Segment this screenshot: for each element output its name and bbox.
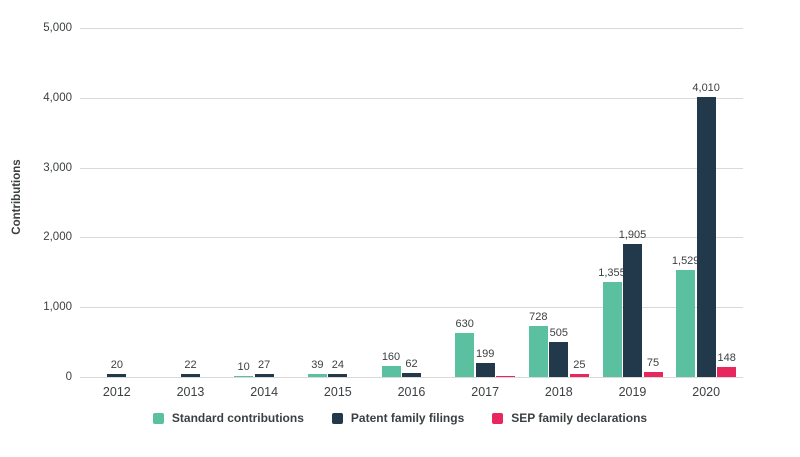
legend-swatch-icon (331, 412, 343, 424)
bar-2016-series-2 (402, 372, 421, 377)
gridline-0 (80, 377, 743, 378)
bar-2019-series-3 (643, 371, 663, 377)
legend-label: Standard contributions (171, 411, 304, 425)
y-tick-label: 2,000 (43, 231, 72, 244)
bar-value-label: 4,010 (692, 82, 720, 95)
legend-label: SEP family declarations (511, 411, 648, 425)
bar-2020-series-2 (696, 97, 716, 377)
bar-2018-series-2 (549, 341, 569, 377)
bar-value-label: 505 (549, 326, 568, 339)
bar-2015-series-2 (328, 374, 348, 377)
x-axis-label-2019: 2019 (618, 385, 647, 399)
bar-value-label: 20 (110, 359, 123, 372)
bar-2013-series-2 (181, 374, 200, 377)
bar-2016-series-1 (381, 365, 401, 377)
bar-value-label: 148 (717, 351, 736, 364)
y-tick-label: 1,000 (43, 301, 72, 314)
bar-value-label: 630 (455, 318, 474, 331)
gridline-2,000 (80, 237, 743, 239)
bar-2019-series-1 (602, 282, 622, 377)
legend-swatch-icon (492, 412, 504, 424)
gridline-5,000 (80, 28, 743, 29)
legend-item-patent-family-filings: Patent family filings (331, 411, 465, 425)
bar-value-label: 75 (646, 356, 660, 369)
bar-value-label: 22 (184, 359, 197, 372)
y-tick-label: 3,000 (43, 161, 72, 174)
x-axis-label-2016: 2016 (397, 385, 426, 399)
legend-swatch-icon (152, 412, 164, 424)
bar-2019-series-2 (623, 244, 642, 377)
y-tick-label: 5,000 (43, 22, 72, 34)
x-axis-label-2012: 2012 (102, 385, 131, 399)
gridline-3,000 (80, 167, 743, 169)
legend-item-standard-contributions: Standard contributions (152, 411, 304, 425)
gridline-4,000 (80, 97, 743, 99)
legend-label: Patent family filings (350, 411, 465, 425)
bar-value-label: 39 (311, 359, 324, 372)
x-axis-label-2013: 2013 (176, 385, 205, 399)
bar-2020-series-3 (717, 366, 737, 377)
bar-value-label: 160 (381, 350, 401, 363)
bar-value-label: 1,355 (598, 267, 626, 280)
bar-2015-series-1 (307, 374, 327, 377)
y-tick-label: 4,000 (43, 91, 72, 104)
gridline-1,000 (80, 307, 743, 309)
bar-value-label: 24 (331, 359, 344, 372)
bar-2018-series-1 (528, 326, 548, 377)
x-axis-label-2020: 2020 (692, 385, 721, 399)
bar-value-label: 1,905 (618, 229, 647, 242)
x-axis-label-2017: 2017 (471, 385, 500, 399)
y-tick-label: 0 (65, 371, 72, 383)
bar-value-label: 10 (237, 360, 250, 373)
bar-value-label: 728 (529, 311, 548, 324)
bar-value-label: 25 (573, 359, 586, 372)
bar-2017-series-3 (496, 375, 516, 377)
bar-value-label: 27 (258, 359, 271, 372)
bar-value-label: 62 (405, 357, 418, 370)
legend-item-sep-family-declarations: SEP family declarations (492, 411, 647, 425)
bar-2020-series-1 (676, 270, 696, 377)
bar-2014-series-2 (254, 374, 274, 377)
bar-value-label: 199 (475, 348, 495, 361)
bar-2017-series-2 (475, 363, 495, 377)
bar-value-label: 1,529 (671, 255, 700, 268)
x-axis-label-2018: 2018 (544, 385, 573, 399)
bar-2017-series-1 (455, 333, 475, 377)
x-axis-label-2014: 2014 (250, 385, 279, 399)
bar-2012-series-2 (107, 374, 127, 377)
legend: Standard contributions Patent family fili… (0, 411, 800, 425)
bar-2014-series-1 (234, 375, 254, 377)
x-axis-label-2015: 2015 (323, 385, 352, 399)
bar-2018-series-3 (569, 374, 589, 377)
